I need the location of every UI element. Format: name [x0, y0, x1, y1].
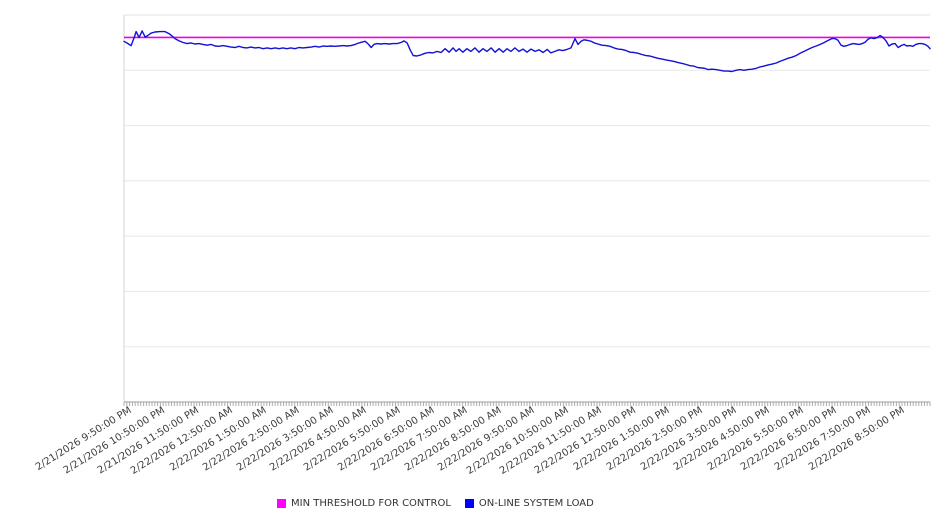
chart-legend: MIN THRESHOLD FOR CONTROL ON-LINE SYSTEM…	[277, 498, 594, 509]
x-axis-minor-ticks	[123, 402, 931, 406]
legend-item-system-load[interactable]: ON-LINE SYSTEM LOAD	[464, 498, 594, 509]
legend-item-min-threshold[interactable]: MIN THRESHOLD FOR CONTROL	[277, 498, 451, 509]
legend-label-system-load: ON-LINE SYSTEM LOAD	[478, 498, 594, 509]
legend-label-min-threshold: MIN THRESHOLD FOR CONTROL	[291, 498, 451, 509]
threshold-color-swatch-icon	[277, 499, 286, 508]
system-load-color-swatch-icon	[464, 499, 474, 508]
online-system-load-line	[123, 30, 931, 73]
